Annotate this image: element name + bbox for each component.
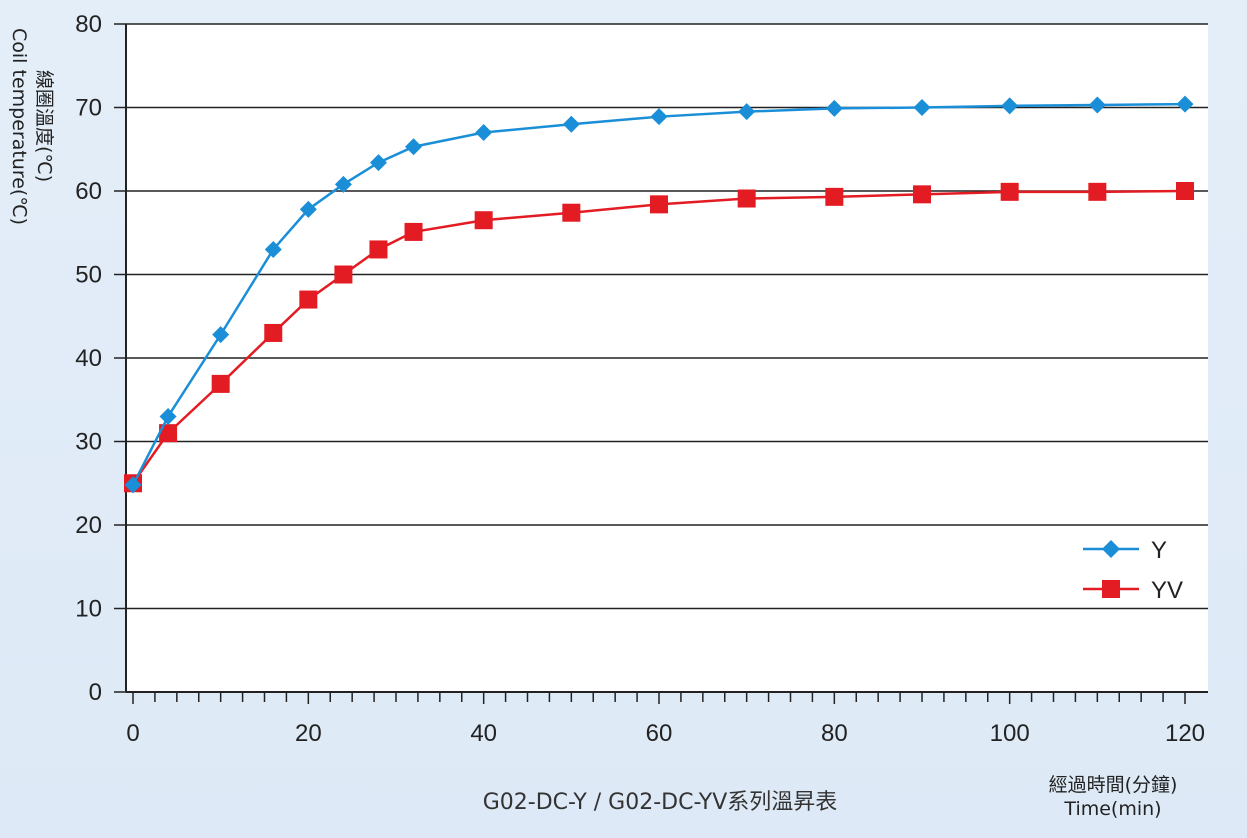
- data-point-YV: [1088, 182, 1107, 201]
- data-point-YV: [211, 374, 230, 393]
- data-point-YV: [825, 187, 844, 206]
- data-point-YV: [474, 211, 493, 230]
- data-point-YV: [650, 195, 668, 214]
- series-layer: [124, 95, 1194, 494]
- data-point-YV: [1176, 182, 1194, 200]
- x-tick-label: 80: [821, 720, 848, 747]
- legend-item-Y: Y: [1083, 537, 1167, 564]
- data-point-YV: [369, 240, 388, 259]
- y-tick-label: 60: [75, 178, 102, 205]
- x-tick-label: 60: [646, 720, 673, 747]
- y-tick-label: 50: [75, 262, 102, 289]
- data-point-YV: [299, 290, 318, 309]
- data-point-YV: [562, 203, 581, 222]
- data-point-YV: [264, 323, 283, 342]
- y-tick-label: 80: [75, 11, 102, 38]
- data-point-YV: [913, 185, 931, 204]
- y-tick-label: 30: [75, 429, 102, 456]
- x-tick-label: 0: [126, 720, 139, 747]
- data-point-Y: [913, 99, 931, 116]
- gridlines: [126, 23, 1208, 610]
- y-tick-label: 20: [75, 512, 102, 539]
- legend-label: YV: [1151, 577, 1183, 604]
- data-point-YV: [737, 189, 756, 208]
- data-point-Y: [212, 326, 230, 344]
- x-axis-label-en: Time(min): [1063, 798, 1161, 820]
- data-point-Y: [1088, 96, 1106, 114]
- data-point-YV: [159, 424, 178, 443]
- data-point-Y: [1001, 97, 1019, 115]
- data-point-YV: [1000, 182, 1019, 201]
- data-point-Y: [405, 138, 423, 156]
- x-tick-label: 120: [1165, 720, 1205, 747]
- x-axis-label-zh: 經過時間(分鐘): [1049, 774, 1178, 796]
- data-point-YV: [404, 222, 423, 241]
- data-point-Y: [562, 115, 580, 133]
- y-tick-label: 40: [75, 345, 102, 372]
- x-tick-label: 40: [470, 720, 497, 747]
- chart-caption: G02-DC-Y / G02-DC-YV系列溫昇表: [483, 790, 838, 815]
- data-point-Y: [299, 200, 317, 218]
- y-axis-label-en: Coil temperature(℃): [8, 28, 30, 225]
- y-axis-label-zh: 線圈溫度(℃): [33, 70, 55, 182]
- data-point-Y: [825, 99, 843, 117]
- legend-label: Y: [1151, 537, 1167, 564]
- data-point-Y: [650, 108, 668, 126]
- data-point-Y: [124, 476, 142, 494]
- data-point-Y: [334, 175, 352, 193]
- y-tick-label: 0: [89, 679, 102, 706]
- data-point-Y: [159, 407, 177, 425]
- data-point-Y: [475, 124, 493, 142]
- axes: 0 10 20 30 40 50 60 70 80 0 20 40 60 80 100 120: [75, 11, 1208, 747]
- data-point-Y: [738, 103, 756, 121]
- series-YV: [124, 182, 1194, 493]
- data-point-Y: [369, 154, 387, 172]
- legend-item-YV: YV: [1083, 577, 1183, 604]
- x-axis-label: 經過時間(分鐘) Time(min): [1049, 774, 1178, 820]
- x-tick-label: 100: [990, 720, 1030, 747]
- y-tick-label: 70: [75, 95, 102, 122]
- data-point-YV: [334, 265, 353, 284]
- y-axis-label: 線圈溫度(℃) Coil temperature(℃): [8, 28, 55, 225]
- legend-marker: [1102, 580, 1120, 598]
- series-Y: [124, 95, 1194, 494]
- x-tick-label: 20: [295, 720, 322, 747]
- data-point-Y: [1176, 95, 1194, 113]
- legend: Y YV: [1083, 537, 1183, 604]
- y-tick-label: 10: [75, 596, 102, 623]
- legend-marker: [1102, 540, 1120, 558]
- data-point-Y: [264, 240, 282, 258]
